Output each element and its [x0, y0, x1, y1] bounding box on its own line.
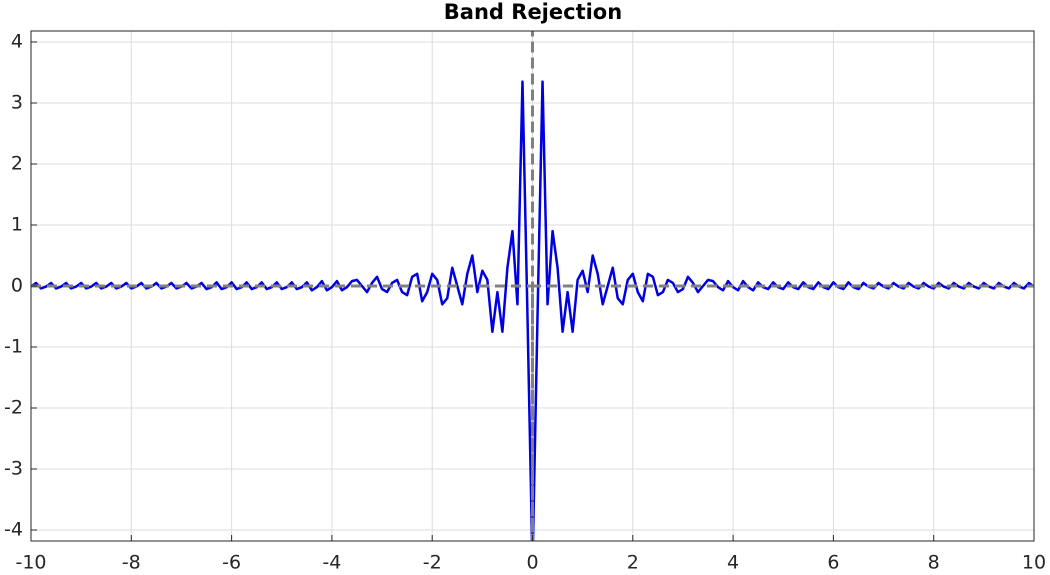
x-tick-label: -10 [15, 552, 46, 574]
x-tick-label: -4 [322, 552, 341, 574]
y-tick-label: -3 [4, 458, 23, 480]
x-tick-label: 0 [526, 552, 538, 574]
x-tick-label: -6 [222, 552, 241, 574]
y-tick-label: -4 [4, 519, 23, 541]
y-tick-label: 0 [11, 275, 23, 297]
y-tick-label: 4 [11, 30, 23, 52]
x-tick-label: 4 [727, 552, 739, 574]
y-tick-label: -1 [4, 336, 23, 358]
x-tick-label: 8 [928, 552, 940, 574]
reference-line [31, 31, 1034, 541]
x-tick-label: -8 [122, 552, 141, 574]
x-tick-label: -2 [423, 552, 442, 574]
x-tick-label: 10 [1022, 552, 1046, 574]
y-tick-label: 2 [11, 152, 23, 174]
y-tick-label: 1 [11, 213, 23, 235]
x-tick-label: 6 [827, 552, 839, 574]
y-tick-label: 3 [11, 91, 23, 113]
y-tick-label: -2 [4, 397, 23, 419]
x-tick-label: 2 [627, 552, 639, 574]
chart-title: Band Rejection [444, 0, 622, 24]
lines [31, 31, 1034, 541]
